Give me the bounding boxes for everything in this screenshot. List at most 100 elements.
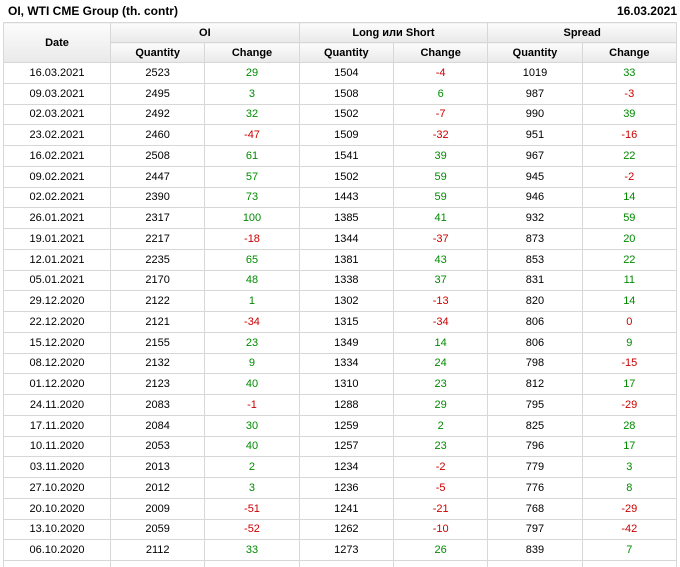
change-cell: 8 (581, 477, 678, 499)
change-cell: 73 (204, 186, 300, 209)
quantity-cell: 1257 (298, 435, 394, 458)
table-header: Date OI Long или Short Spread Quantity C… (3, 22, 678, 63)
change-cell: 33 (204, 539, 300, 561)
table-row: 13.10.2020 2059 -52 1262 -10 797 -42 (3, 518, 678, 541)
quantity-cell: 806 (487, 331, 583, 354)
table-row: 05.01.2021 2170 48 1338 37 831 11 (3, 269, 678, 292)
col-group-spread: Spread (487, 22, 677, 43)
change-cell: -16 (581, 124, 678, 146)
change-cell: 41 (392, 207, 489, 229)
table-row: 27.10.2020 2012 3 1236 -5 776 8 (3, 477, 678, 499)
quantity-cell: 2053 (109, 435, 206, 458)
col-header-longshort-change: Change (392, 42, 489, 63)
date-cell: 09.03.2021 (3, 82, 111, 105)
change-cell: -51 (204, 497, 300, 520)
table-row: 17.11.2020 2084 30 1259 2 825 28 (3, 414, 678, 437)
quantity-cell: 812 (487, 373, 583, 395)
date-cell: 24.11.2020 (3, 394, 111, 416)
change-cell: -29 (581, 497, 678, 520)
change-cell: 29 (204, 62, 300, 84)
change-cell: 40 (204, 435, 300, 458)
change-cell: 17 (581, 435, 678, 458)
empty-cell (298, 560, 394, 567)
change-cell: -3 (581, 82, 678, 105)
change-cell: 30 (204, 414, 300, 437)
change-cell: -13 (392, 290, 489, 312)
date-cell: 12.01.2021 (3, 248, 111, 271)
date-cell: 27.10.2020 (3, 477, 111, 499)
quantity-cell: 2235 (109, 248, 206, 271)
change-cell: 39 (581, 103, 678, 126)
col-group-long-short: Long или Short (298, 22, 489, 43)
empty-cell (109, 560, 206, 567)
change-cell: 48 (204, 269, 300, 292)
date-cell: 02.02.2021 (3, 186, 111, 209)
quantity-cell: 2059 (109, 518, 206, 541)
change-cell: 3 (581, 456, 678, 478)
title-bar: OI, WTI CME Group (th. contr) 16.03.2021 (0, 0, 680, 22)
quantity-cell: 1315 (298, 311, 394, 333)
change-cell: 23 (204, 331, 300, 354)
date-cell: 16.03.2021 (3, 62, 111, 84)
quantity-cell: 1349 (298, 331, 394, 354)
table-row: 08.12.2020 2132 9 1334 24 798 -15 (3, 352, 678, 375)
date-cell: 13.10.2020 (3, 518, 111, 541)
change-cell: 61 (204, 145, 300, 167)
change-cell: 3 (204, 477, 300, 499)
quantity-cell: 1381 (298, 248, 394, 271)
change-cell: 20 (581, 228, 678, 250)
change-cell: -4 (392, 62, 489, 84)
change-cell: -37 (392, 228, 489, 250)
empty-cell (3, 560, 111, 567)
quantity-cell: 1310 (298, 373, 394, 395)
table-row: 26.01.2021 2317 100 1385 41 932 59 (3, 207, 678, 229)
table-body: 16.03.2021 2523 29 1504 -4 1019 33 09.03.2021 24… (3, 62, 678, 567)
date-cell: 26.01.2021 (3, 207, 111, 229)
change-cell: 39 (392, 145, 489, 167)
quantity-cell: 1385 (298, 207, 394, 229)
quantity-cell: 776 (487, 477, 583, 499)
col-group-oi: OI (110, 22, 300, 43)
oi-table: Date OI Long или Short Spread Quantity C… (3, 22, 678, 567)
quantity-cell: 2217 (109, 228, 206, 250)
quantity-cell: 1019 (487, 62, 583, 84)
date-cell: 20.10.2020 (3, 497, 111, 520)
table-row: 06.10.2020 2112 33 1273 26 839 7 (3, 539, 678, 561)
table-row: 12.01.2021 2235 65 1381 43 853 22 (3, 248, 678, 271)
change-cell: 1 (204, 290, 300, 312)
quantity-cell: 2390 (109, 186, 206, 209)
quantity-cell: 2132 (109, 352, 206, 375)
date-cell: 17.11.2020 (3, 414, 111, 437)
table-row: 09.02.2021 2447 57 1502 59 945 -2 (3, 165, 678, 188)
date-cell: 15.12.2020 (3, 331, 111, 354)
quantity-cell: 1504 (298, 62, 394, 84)
table-row: 02.02.2021 2390 73 1443 59 946 14 (3, 186, 678, 209)
date-cell: 03.11.2020 (3, 456, 111, 478)
date-cell: 09.02.2021 (3, 165, 111, 188)
quantity-cell: 2170 (109, 269, 206, 292)
change-cell: -42 (581, 518, 678, 541)
quantity-cell: 2155 (109, 331, 206, 354)
quantity-cell: 1302 (298, 290, 394, 312)
quantity-cell: 796 (487, 435, 583, 458)
date-cell: 05.01.2021 (3, 269, 111, 292)
change-cell: 14 (581, 186, 678, 209)
change-cell: -34 (392, 311, 489, 333)
date-cell: 16.02.2021 (3, 145, 111, 167)
quantity-cell: 2012 (109, 477, 206, 499)
date-cell: 06.10.2020 (3, 539, 111, 561)
change-cell: 9 (581, 331, 678, 354)
change-cell: 40 (204, 373, 300, 395)
quantity-cell: 768 (487, 497, 583, 520)
change-cell: 6 (392, 82, 489, 105)
quantity-cell: 1241 (298, 497, 394, 520)
change-cell: -1 (204, 394, 300, 416)
col-header-date: Date (3, 22, 111, 63)
quantity-cell: 1236 (298, 477, 394, 499)
quantity-cell: 2122 (109, 290, 206, 312)
change-cell: -21 (392, 497, 489, 520)
quantity-cell: 1509 (298, 124, 394, 146)
quantity-cell: 1443 (298, 186, 394, 209)
change-cell: -18 (204, 228, 300, 250)
quantity-cell: 2121 (109, 311, 206, 333)
